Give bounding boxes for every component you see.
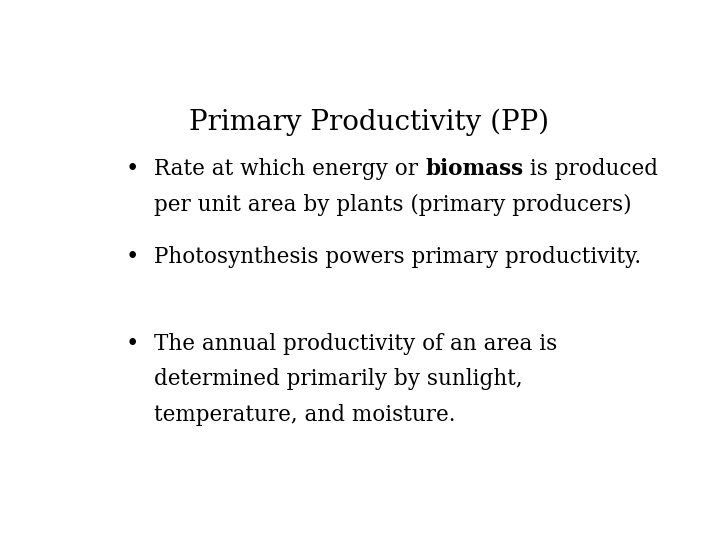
Text: •: • [125, 246, 138, 268]
Text: Rate at which energy or: Rate at which energy or [154, 158, 425, 180]
Text: •: • [125, 333, 138, 355]
Text: is produced: is produced [523, 158, 658, 180]
Text: temperature, and moisture.: temperature, and moisture. [154, 404, 456, 426]
Text: •: • [125, 158, 138, 180]
Text: determined primarily by sunlight,: determined primarily by sunlight, [154, 368, 523, 390]
Text: per unit area by plants (primary producers): per unit area by plants (primary produce… [154, 194, 631, 216]
Text: The annual productivity of an area is: The annual productivity of an area is [154, 333, 557, 355]
Text: biomass: biomass [425, 158, 523, 180]
Text: Primary Productivity (PP): Primary Productivity (PP) [189, 109, 549, 136]
Text: Photosynthesis powers primary productivity.: Photosynthesis powers primary productivi… [154, 246, 642, 268]
